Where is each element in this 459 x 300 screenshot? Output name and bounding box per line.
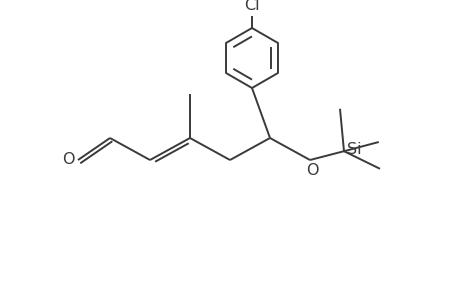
Text: O: O: [305, 163, 318, 178]
Text: Si: Si: [347, 142, 361, 158]
Text: O: O: [62, 152, 75, 167]
Text: Cl: Cl: [244, 0, 259, 13]
